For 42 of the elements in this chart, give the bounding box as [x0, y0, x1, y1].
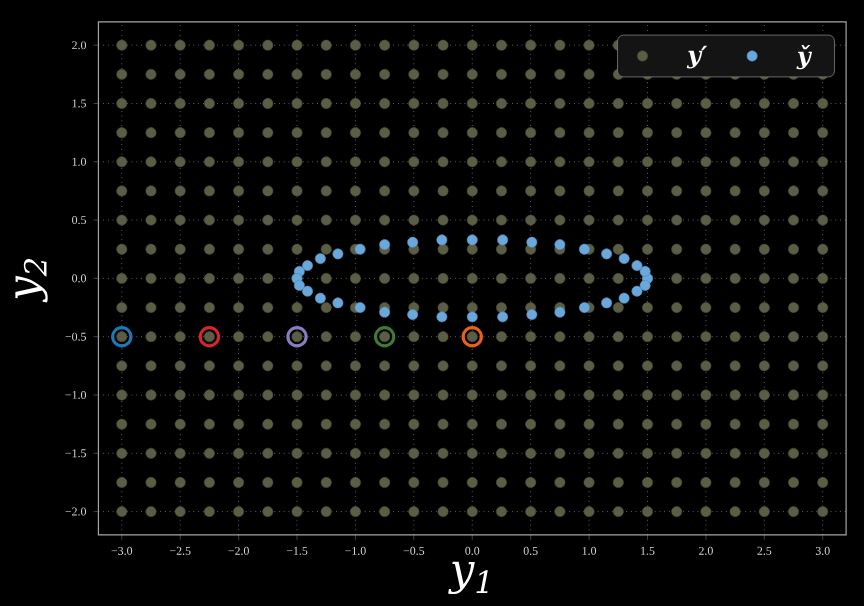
point: [497, 234, 509, 246]
point: [631, 285, 643, 297]
point: [639, 279, 651, 291]
point: [526, 236, 538, 248]
legend-label: y′: [686, 45, 708, 69]
point: [601, 297, 613, 309]
point: [554, 306, 566, 318]
point: [578, 243, 590, 255]
point: [407, 236, 419, 248]
point: [497, 311, 509, 323]
point: [554, 238, 566, 250]
point: [293, 279, 305, 291]
point: [354, 243, 366, 255]
point: [302, 259, 313, 271]
y-axis-title: y$_{2}$: [15, 258, 48, 303]
point: [631, 259, 643, 271]
point: [314, 252, 326, 264]
point: [286, 325, 308, 348]
point: [618, 252, 630, 264]
point: [332, 297, 344, 309]
point: [373, 325, 396, 348]
point: [302, 285, 313, 297]
point: [198, 325, 221, 348]
point: [461, 325, 483, 348]
point: [466, 311, 478, 323]
point: [379, 238, 391, 250]
point: [111, 325, 133, 348]
point: [354, 301, 366, 313]
point: [314, 292, 326, 304]
point: [407, 308, 419, 320]
point: [639, 265, 651, 277]
point: [379, 306, 391, 318]
point: [601, 248, 613, 260]
x-axis-title: y$_{1}$: [448, 561, 488, 594]
point: [466, 234, 478, 246]
point: [436, 234, 448, 246]
point: [332, 248, 344, 260]
point: [618, 292, 630, 304]
point: [578, 301, 590, 313]
point: [526, 308, 538, 320]
legend-label: y̌: [796, 44, 813, 70]
point: [436, 311, 448, 323]
